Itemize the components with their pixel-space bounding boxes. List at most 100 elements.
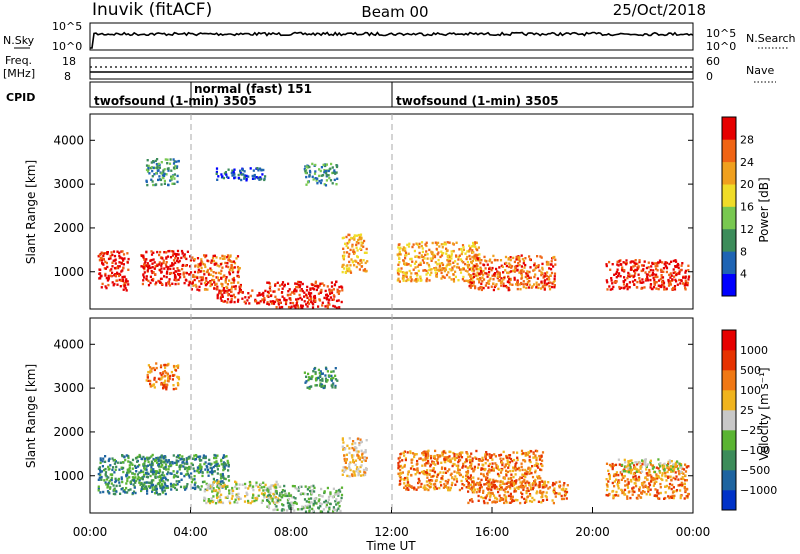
scatter-cell bbox=[142, 256, 145, 259]
scatter-cell bbox=[475, 449, 478, 453]
scatter-cell bbox=[155, 172, 158, 175]
scatter-cell bbox=[127, 489, 130, 492]
scatter-cell bbox=[347, 241, 350, 244]
scatter-cell bbox=[110, 478, 113, 482]
scatter-cell bbox=[539, 255, 542, 258]
scatter-cell bbox=[503, 482, 506, 486]
scatter-cell bbox=[208, 483, 211, 486]
scatter-cell bbox=[541, 451, 545, 454]
scatter-cell bbox=[319, 502, 322, 505]
scatter-cell bbox=[523, 497, 526, 501]
scatter-cell bbox=[267, 281, 270, 284]
scatter-cell bbox=[522, 488, 525, 491]
scatter-cell bbox=[173, 273, 177, 277]
scatter-cell bbox=[499, 488, 502, 491]
scatter-cell bbox=[157, 178, 160, 182]
scatter-cell bbox=[176, 366, 180, 369]
y-tick-label: 4000 bbox=[53, 133, 84, 147]
scatter-cell bbox=[526, 281, 529, 284]
nsky-tick-bottom: 10^0 bbox=[52, 40, 82, 53]
scatter-cell bbox=[287, 497, 291, 501]
scatter-cell bbox=[656, 491, 659, 494]
scatter-cell bbox=[293, 289, 296, 292]
scatter-cell bbox=[142, 266, 145, 269]
scatter-cell bbox=[185, 279, 188, 282]
scatter-cell bbox=[293, 305, 296, 308]
scatter-cell bbox=[178, 259, 181, 263]
scatter-cell bbox=[419, 457, 422, 460]
scatter-cell bbox=[262, 168, 265, 172]
scatter-cell bbox=[471, 249, 474, 252]
scatter-cell bbox=[216, 454, 219, 457]
scatter-cell bbox=[530, 450, 533, 453]
scatter-cell bbox=[496, 275, 499, 279]
scatter-cell bbox=[300, 508, 303, 511]
scatter-cell bbox=[632, 477, 635, 480]
scatter-cell bbox=[98, 259, 101, 262]
scatter-cell bbox=[627, 460, 630, 463]
scatter-cell bbox=[151, 453, 154, 457]
scatter-cell bbox=[109, 464, 112, 467]
scatter-cell bbox=[118, 261, 121, 264]
scatter-cell bbox=[209, 499, 212, 503]
scatter-cell bbox=[687, 264, 690, 267]
scatter-cell bbox=[345, 267, 349, 271]
scatter-cell bbox=[160, 262, 163, 265]
freq-tick-bottom: 8 bbox=[64, 70, 71, 83]
scatter-cell bbox=[122, 461, 125, 464]
scatter-cell bbox=[479, 267, 483, 271]
scatter-cell bbox=[424, 487, 427, 490]
scatter-cell bbox=[419, 485, 422, 488]
scatter-cell bbox=[446, 470, 449, 473]
scatter-cell bbox=[463, 484, 466, 487]
scatter-cell bbox=[565, 488, 568, 491]
scatter-cell bbox=[163, 172, 166, 176]
scatter-cell bbox=[458, 452, 461, 456]
colorbar-segment bbox=[722, 117, 736, 140]
scatter-cell bbox=[301, 282, 304, 286]
scatter-cell bbox=[205, 254, 208, 257]
scatter-cell bbox=[414, 453, 417, 456]
scatter-cell bbox=[154, 159, 157, 163]
scatter-cell bbox=[647, 485, 650, 489]
scatter-cell bbox=[490, 483, 493, 486]
scatter-cell bbox=[524, 481, 527, 485]
scatter-cell bbox=[500, 469, 503, 472]
scatter-cell bbox=[414, 266, 417, 269]
scatter-cell bbox=[460, 456, 464, 459]
scatter-cell bbox=[317, 292, 320, 295]
scatter-cell bbox=[510, 266, 513, 269]
scatter-cell bbox=[325, 293, 328, 297]
scatter-cell bbox=[662, 270, 665, 273]
scatter-cell bbox=[399, 464, 403, 468]
scatter-cell bbox=[126, 471, 129, 474]
scatter-cell bbox=[146, 376, 149, 379]
scatter-cell bbox=[521, 480, 524, 483]
scatter-cell bbox=[519, 481, 522, 484]
scatter-cell bbox=[617, 274, 620, 278]
scatter-cell bbox=[445, 265, 448, 268]
scatter-cell bbox=[633, 283, 636, 286]
scatter-cell bbox=[660, 285, 663, 289]
scatter-cell bbox=[491, 462, 494, 465]
scatter-cell bbox=[503, 501, 506, 505]
scatter-cell bbox=[612, 489, 615, 493]
scatter-cell bbox=[193, 270, 197, 274]
scatter-cell bbox=[649, 459, 652, 462]
scatter-cell bbox=[150, 278, 153, 282]
scatter-cell bbox=[264, 488, 267, 492]
scatter-cell bbox=[552, 501, 555, 505]
scatter-cell bbox=[468, 268, 471, 271]
scatter-cell bbox=[314, 177, 317, 180]
scatter-cell bbox=[540, 501, 543, 504]
scatter-cell bbox=[447, 271, 450, 274]
scatter-cell bbox=[203, 462, 206, 466]
scatter-cell bbox=[541, 285, 544, 289]
scatter-cell bbox=[398, 261, 401, 264]
scatter-cell bbox=[334, 374, 337, 377]
scatter-cell bbox=[155, 487, 158, 491]
freq-unit: [MHz] bbox=[3, 67, 35, 80]
scatter-cell bbox=[233, 261, 237, 265]
scatter-cell bbox=[432, 483, 435, 486]
